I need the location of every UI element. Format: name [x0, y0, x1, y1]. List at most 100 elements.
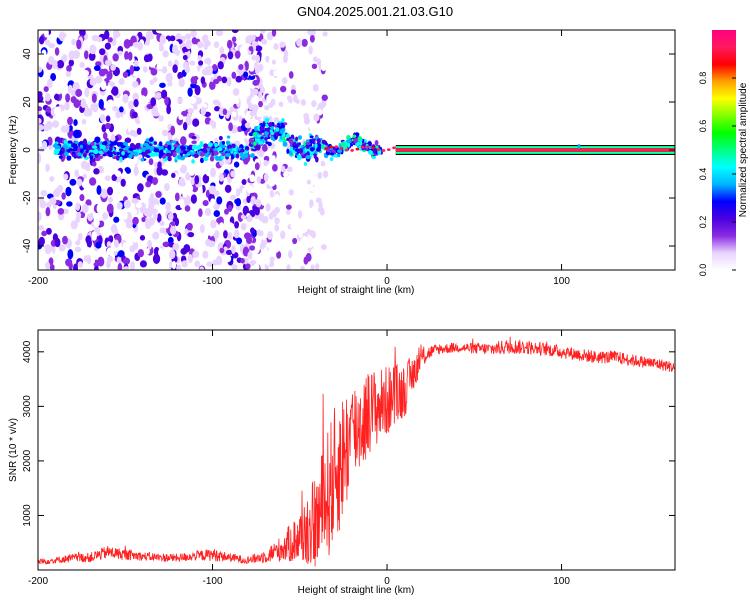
spectrogram-cell [39, 196, 44, 204]
spectrogram-cell [54, 237, 61, 248]
spectrogram-cell [162, 50, 169, 58]
spectrogram-cell [271, 209, 278, 218]
spectrogram-cell [181, 110, 188, 117]
spectrogram-cell [224, 208, 229, 215]
spectrogram-cell [243, 71, 249, 78]
spectrogram-cell [244, 147, 250, 151]
spectrogram-cell [321, 76, 327, 82]
spectrogram-cell [201, 34, 209, 44]
spectrogram-cell [99, 220, 105, 228]
spectrogram-cell [249, 153, 255, 158]
spectrogram-cell [65, 93, 71, 103]
spectrogram-cell [189, 60, 196, 66]
spectrogram-cell [184, 66, 191, 73]
spectrogram-cell [182, 187, 188, 198]
spectrogram-cell [316, 36, 324, 45]
spectrogram-cell [106, 164, 113, 173]
spectrogram-cell [268, 121, 273, 128]
spectrogram-cell [311, 230, 316, 239]
spectrogram-cell [118, 148, 124, 152]
spectrogram-cell [199, 266, 205, 270]
spectrogram-cell [359, 140, 363, 146]
spectrogram-cell [268, 181, 275, 187]
spectrogram-cell [265, 203, 271, 212]
spectrogram-cell [305, 252, 312, 262]
spectrogram-cell [47, 56, 55, 65]
spectrogram-cell [72, 82, 79, 91]
spectrogram-cell [128, 153, 133, 159]
spectrogram-cell [218, 135, 223, 141]
spectrogram-cell [38, 224, 44, 231]
spectrogram-cell [215, 30, 224, 37]
spectrogram-cell [234, 50, 241, 59]
spectrogram-cell [165, 201, 171, 212]
spectrogram-cell [301, 38, 308, 47]
spectrogram-cell [93, 149, 99, 155]
spectrogram-cell [117, 263, 123, 270]
spectrogram-cell [79, 144, 84, 149]
spectrogram-cell [43, 86, 49, 93]
spectrogram-cell [59, 150, 63, 156]
spectrogram-cell [198, 208, 203, 218]
spectrogram-cell [75, 88, 83, 97]
spectrogram-cell [320, 144, 325, 148]
spectrogram-cell [371, 155, 377, 159]
spectrogram-cell [221, 152, 226, 157]
spectrogram-cell [38, 137, 43, 145]
spectrogram-cell [230, 154, 235, 160]
spectrogram-cell [67, 84, 73, 94]
spectrogram-cell [306, 164, 312, 171]
spectrogram-cell [161, 89, 168, 99]
spectrogram-cell [320, 160, 326, 167]
spectrogram-cell [87, 141, 91, 145]
spectrogram-cell [74, 246, 82, 253]
spectrogram-cell [52, 120, 60, 128]
spectrogram-cell [218, 172, 225, 182]
spectrogram-cell [104, 30, 110, 40]
spectrogram-cell [101, 144, 106, 151]
spectrogram-cell [101, 68, 109, 75]
spectrogram-cell [281, 117, 285, 123]
spectrogram-cell [224, 152, 231, 157]
spectrogram-cell [253, 141, 257, 146]
spectrogram-cell [212, 64, 218, 72]
spectrogram-cell [145, 149, 151, 154]
spectrogram-cell [241, 178, 247, 186]
spectrogram-cell [187, 151, 193, 155]
spectrogram-cell [38, 94, 44, 103]
spectrogram-cell [91, 161, 97, 167]
spectrogram-cell [199, 151, 205, 157]
x-tick-label: -100 [203, 576, 223, 587]
spectrogram-cell [155, 30, 164, 34]
spectrogram-cell [178, 77, 185, 88]
spectrogram-cell [125, 167, 132, 174]
spectrogram-cell [68, 59, 75, 67]
spectrogram-cell [236, 237, 243, 245]
spectrogram-cell [265, 141, 270, 145]
spectrogram-cell [98, 150, 103, 155]
spectrogram-cell [257, 63, 264, 72]
spectrogram-cell [176, 148, 182, 154]
spectrogram-cell [184, 98, 189, 109]
spectrogram-cell [57, 207, 65, 215]
spectrogram-cell [183, 244, 191, 253]
spectrogram-cell [231, 36, 237, 43]
spectrogram-cell [128, 100, 134, 110]
spectrogram-cell [106, 84, 112, 93]
spectrogram-cell [266, 31, 274, 41]
spectrogram-cell [226, 135, 231, 139]
spectrogram-cell [219, 159, 225, 167]
spectrogram-cell [353, 137, 358, 144]
spectrogram-cell [360, 145, 365, 149]
spectrogram-cell [38, 211, 42, 222]
spectrogram-cell [149, 60, 156, 68]
spectrogram-cell [347, 138, 352, 144]
spectrogram-cell [278, 101, 284, 107]
spectrogram-cell [176, 97, 183, 104]
spectrogram-cell [224, 184, 232, 193]
spectrogram-cell [139, 112, 144, 122]
spectrogram-cell [139, 235, 146, 241]
spectrogram-cell [262, 215, 269, 224]
spectrogram-cell [148, 137, 154, 142]
spectrogram-cell [132, 80, 139, 88]
